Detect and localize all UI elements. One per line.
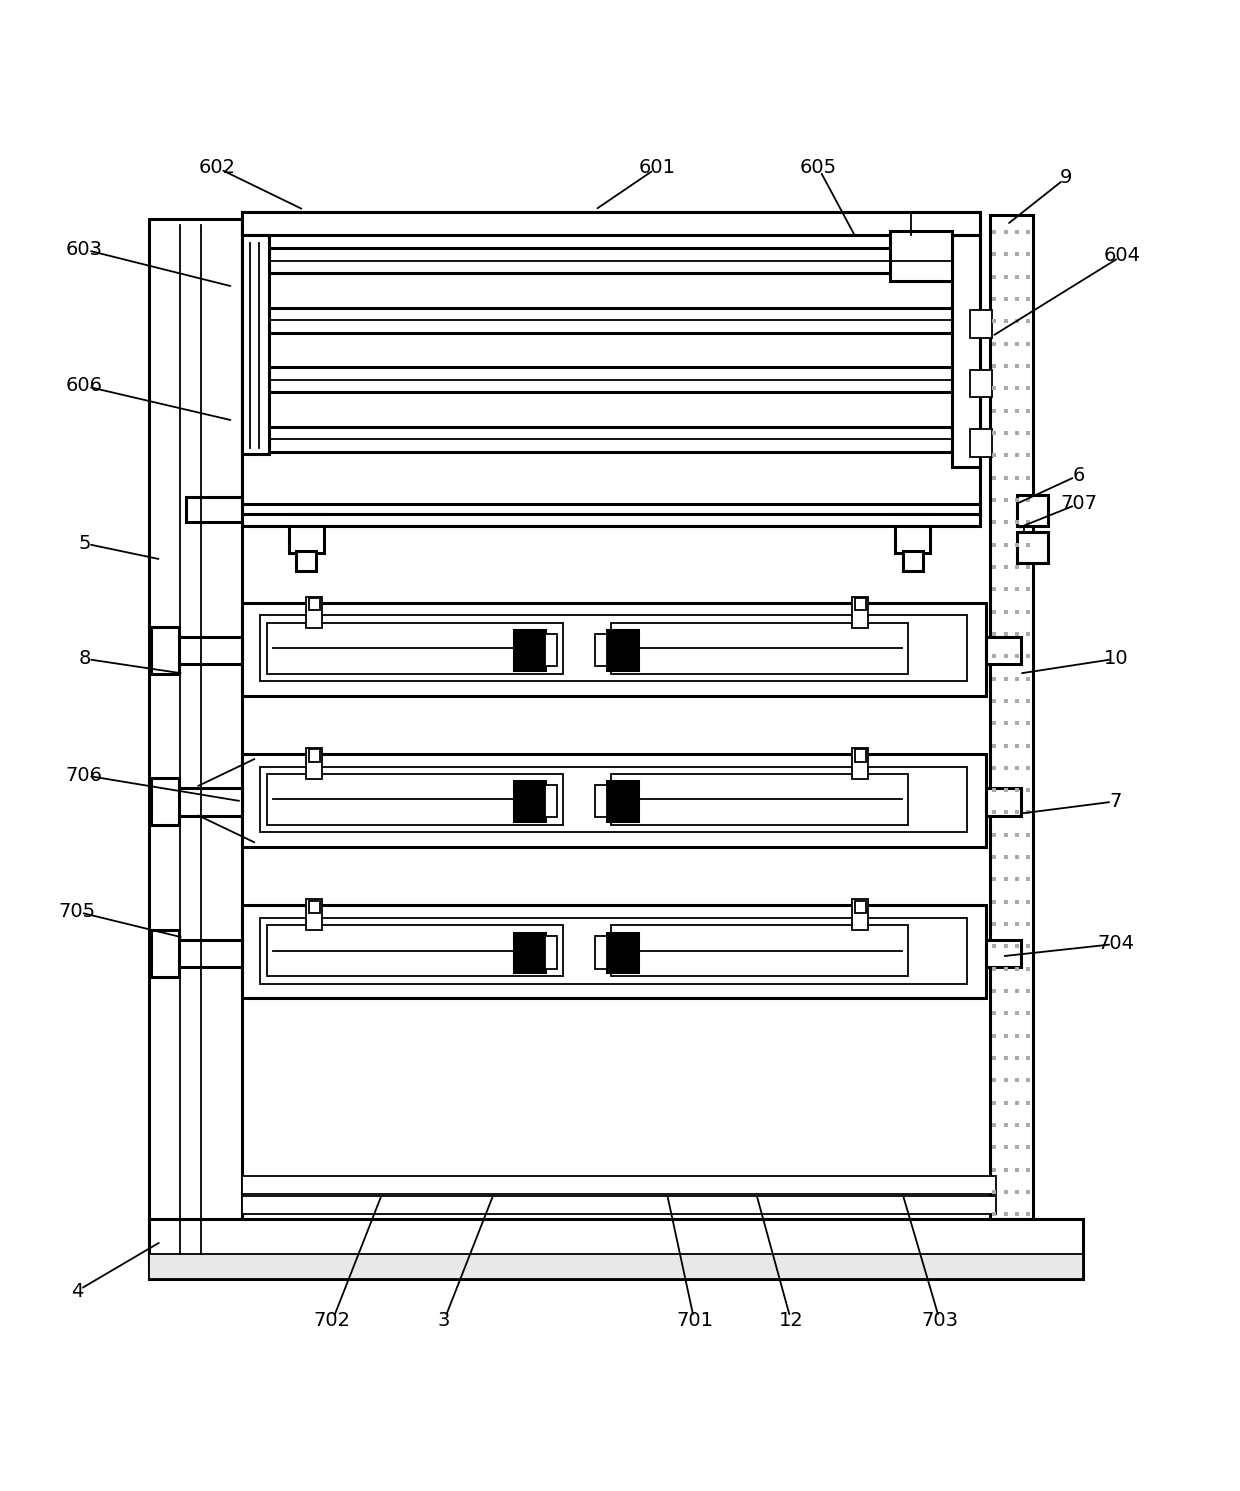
- Bar: [242, 504, 980, 516]
- Bar: [269, 249, 952, 273]
- Bar: [595, 634, 608, 666]
- Text: 603: 603: [66, 240, 103, 259]
- Bar: [186, 498, 242, 522]
- Bar: [242, 1176, 996, 1194]
- Bar: [970, 429, 992, 456]
- Bar: [149, 219, 242, 1260]
- Text: 707: 707: [1060, 494, 1097, 513]
- Bar: [260, 766, 967, 832]
- Bar: [269, 426, 952, 452]
- Bar: [242, 602, 986, 696]
- Bar: [149, 1254, 1083, 1279]
- Text: 706: 706: [66, 766, 103, 784]
- Bar: [854, 748, 866, 762]
- Bar: [289, 513, 324, 553]
- Bar: [242, 234, 269, 455]
- Text: 3: 3: [438, 1312, 450, 1330]
- Bar: [595, 786, 608, 817]
- Bar: [306, 899, 322, 930]
- Bar: [149, 1220, 1083, 1279]
- Bar: [986, 789, 1021, 816]
- Bar: [151, 778, 179, 826]
- Bar: [854, 598, 866, 610]
- Text: 601: 601: [639, 158, 676, 177]
- Bar: [171, 637, 242, 665]
- Text: 9: 9: [1060, 168, 1073, 186]
- Bar: [306, 748, 322, 778]
- Bar: [608, 631, 639, 669]
- Bar: [1017, 532, 1048, 564]
- Text: 6: 6: [1073, 465, 1085, 485]
- Text: 704: 704: [1097, 935, 1135, 953]
- Bar: [1017, 495, 1048, 526]
- Text: 604: 604: [1104, 246, 1141, 265]
- Text: 4: 4: [71, 1282, 83, 1300]
- Bar: [986, 939, 1021, 966]
- Bar: [242, 212, 980, 516]
- Text: 701: 701: [676, 1312, 713, 1330]
- Bar: [611, 774, 908, 825]
- Bar: [151, 628, 179, 674]
- Bar: [990, 215, 1033, 1220]
- Bar: [852, 596, 868, 628]
- Text: 705: 705: [58, 902, 95, 921]
- Bar: [242, 212, 980, 234]
- Bar: [171, 789, 242, 816]
- Bar: [267, 623, 563, 674]
- Bar: [986, 637, 1021, 665]
- Bar: [970, 310, 992, 337]
- Text: 605: 605: [800, 158, 837, 177]
- Bar: [242, 905, 986, 999]
- Text: 10: 10: [1104, 649, 1128, 668]
- Bar: [513, 631, 544, 669]
- Bar: [309, 598, 320, 610]
- Text: 602: 602: [198, 158, 236, 177]
- Text: 606: 606: [66, 376, 103, 395]
- Bar: [260, 918, 967, 984]
- Text: 5: 5: [78, 534, 91, 553]
- Bar: [544, 936, 557, 969]
- Bar: [513, 933, 544, 972]
- Text: 7: 7: [1110, 792, 1122, 811]
- Text: 8: 8: [78, 649, 91, 668]
- Text: 12: 12: [779, 1312, 804, 1330]
- Bar: [852, 899, 868, 930]
- Bar: [309, 901, 320, 912]
- Bar: [171, 939, 242, 966]
- Bar: [903, 550, 923, 571]
- Bar: [608, 933, 639, 972]
- Bar: [309, 748, 320, 762]
- Bar: [242, 754, 986, 847]
- Bar: [513, 781, 544, 822]
- Bar: [296, 550, 316, 571]
- Bar: [151, 930, 179, 977]
- Bar: [611, 623, 908, 674]
- Bar: [895, 513, 930, 553]
- Bar: [306, 596, 322, 628]
- Bar: [952, 234, 980, 467]
- Bar: [267, 774, 563, 825]
- Bar: [854, 901, 866, 912]
- Bar: [242, 1196, 996, 1214]
- Bar: [852, 748, 868, 778]
- Bar: [544, 786, 557, 817]
- Bar: [269, 307, 952, 332]
- Bar: [269, 367, 952, 392]
- Bar: [267, 926, 563, 977]
- Bar: [260, 616, 967, 681]
- Text: 702: 702: [314, 1312, 351, 1330]
- Bar: [242, 513, 980, 526]
- Bar: [544, 634, 557, 666]
- Bar: [890, 231, 952, 280]
- Bar: [611, 926, 908, 977]
- Bar: [595, 936, 608, 969]
- Bar: [608, 781, 639, 822]
- Text: 703: 703: [921, 1312, 959, 1330]
- Bar: [970, 370, 992, 397]
